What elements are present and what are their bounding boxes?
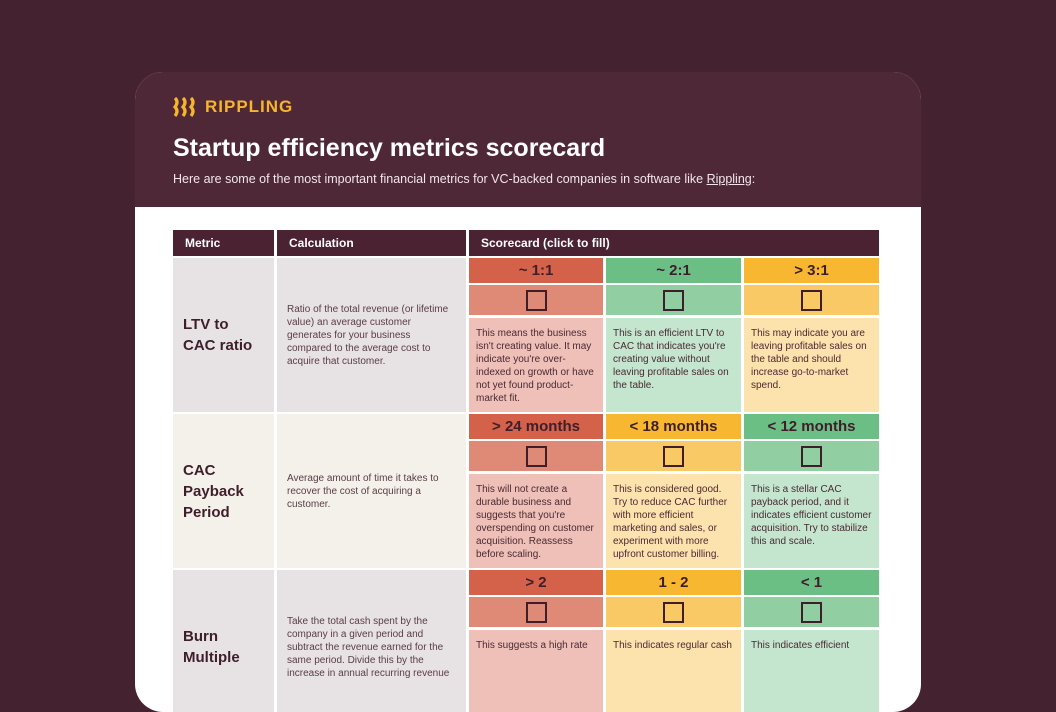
header-cell: Calculation: [277, 230, 466, 256]
logo-icon: [173, 97, 195, 117]
score-label: ~ 1:1: [469, 258, 603, 283]
score-label: > 24 months: [469, 414, 603, 439]
checkbox-square[interactable]: [663, 445, 684, 467]
checkbox[interactable]: [469, 441, 603, 471]
header-cell: Scorecard (click to fill): [469, 230, 879, 256]
score-label: < 1: [744, 570, 879, 595]
checkbox[interactable]: [469, 597, 603, 627]
checkbox-square[interactable]: [663, 601, 684, 623]
checkbox[interactable]: [606, 285, 741, 315]
checkbox[interactable]: [744, 441, 879, 471]
checkbox-square[interactable]: [801, 289, 822, 311]
subtitle: Here are some of the most important fina…: [173, 172, 755, 186]
score-label: < 12 months: [744, 414, 879, 439]
checkbox[interactable]: [606, 441, 741, 471]
score-label: > 2: [469, 570, 603, 595]
calculation-cell: Take the total cash spent by the company…: [277, 570, 466, 712]
title: Startup efficiency metrics scorecard: [173, 134, 606, 162]
score-text: This indicates efficient: [744, 630, 879, 712]
metric-cell: CAC Payback Period: [173, 414, 274, 568]
card: RIPPLING Startup efficiency metrics scor…: [135, 72, 921, 712]
calculation-cell: Ratio of the total revenue (or lifetime …: [277, 258, 466, 412]
checkbox[interactable]: [606, 597, 741, 627]
checkbox[interactable]: [744, 597, 879, 627]
checkbox-square[interactable]: [663, 289, 684, 311]
subtitle-end: :: [751, 172, 756, 186]
score-label: 1 - 2: [606, 570, 741, 595]
checkbox-square[interactable]: [801, 445, 822, 467]
score-text: This indicates regular cash: [606, 630, 741, 712]
logo: RIPPLING: [173, 97, 293, 117]
score-label: > 3:1: [744, 258, 879, 283]
checkbox-square[interactable]: [525, 445, 547, 467]
metric-cell: LTV to CAC ratio: [173, 258, 274, 412]
subtitle-text: Here are some of the most important fina…: [173, 172, 707, 186]
header-cell: Metric: [173, 230, 274, 256]
score-text: This is a stellar CAC payback period, an…: [744, 474, 879, 568]
card-header: RIPPLING Startup efficiency metrics scor…: [135, 72, 921, 207]
checkbox-square[interactable]: [525, 601, 547, 623]
score-text: This is an efficient LTV to CAC that ind…: [606, 318, 741, 412]
score-label: ~ 2:1: [606, 258, 741, 283]
checkbox[interactable]: [469, 285, 603, 315]
checkbox[interactable]: [744, 285, 879, 315]
link[interactable]: Rippling: [706, 172, 752, 186]
score-text: This will not create a durable business …: [469, 474, 603, 568]
brand: RIPPLING: [205, 97, 294, 116]
page: {"brand": "RIPPLING", "title": "Startup …: [135, 72, 921, 712]
metric-cell: Burn Multiple: [173, 570, 274, 712]
score-text: This means the business isn't creating v…: [469, 318, 603, 412]
checkbox-square[interactable]: [801, 601, 822, 623]
calculation-cell: Average amount of time it takes to recov…: [277, 414, 466, 568]
score-text: This suggests a high rate: [469, 630, 603, 712]
score-text: This may indicate you are leaving profit…: [744, 318, 879, 412]
checkbox-square[interactable]: [525, 289, 547, 311]
score-label: < 18 months: [606, 414, 741, 439]
score-text: This is considered good. Try to reduce C…: [606, 474, 741, 568]
